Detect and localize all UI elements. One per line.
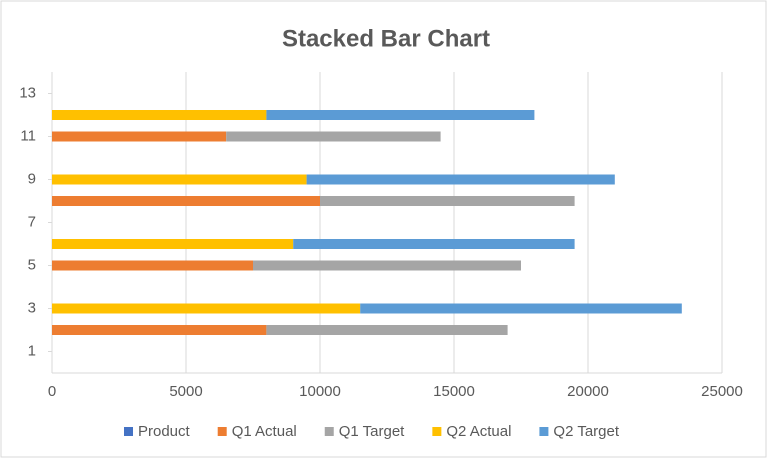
legend-swatch [324,427,334,436]
bar-segment [226,131,441,142]
bar-segment [52,196,320,206]
bar-segment [52,174,307,185]
bar-segment [320,196,575,206]
bar-segment [52,325,267,335]
legend-label: Q1 Actual [232,423,297,440]
y-tick-label: 9 [28,170,36,187]
x-tick-label: 10000 [299,383,341,400]
bar-segment [293,239,575,249]
legend-swatch [217,427,227,436]
legend-swatch [432,427,442,436]
y-tick-label: 5 [28,256,36,273]
bar-segment [52,110,267,120]
y-tick-label: 11 [20,127,36,144]
bar-segment [306,174,615,185]
x-tick-label: 5000 [169,383,202,400]
x-tick-label: 0 [48,383,56,400]
y-tick-label: 3 [28,299,36,316]
bar-segment [52,303,361,314]
bar-segment [266,110,535,120]
x-tick-label: 25000 [701,383,743,400]
bar-segment [253,260,521,271]
bar-segment [52,131,227,142]
y-tick-label: 7 [28,213,36,230]
legend-label: Q2 Target [553,423,619,440]
bar-segment [52,260,253,271]
bar-segment [266,325,508,335]
bar-segment [52,239,294,249]
legend-swatch [539,427,549,436]
legend-label: Product [138,423,191,440]
bar-segment [360,303,682,314]
legend-swatch [124,427,133,436]
chart-title: Stacked Bar Chart [282,25,490,52]
legend-label: Q2 Actual [446,423,511,440]
y-tick-label: 1 [28,342,36,359]
x-tick-label: 15000 [433,383,475,400]
x-tick-label: 20000 [567,383,609,400]
legend-label: Q1 Target [339,423,405,440]
y-tick-label: 13 [19,84,36,101]
